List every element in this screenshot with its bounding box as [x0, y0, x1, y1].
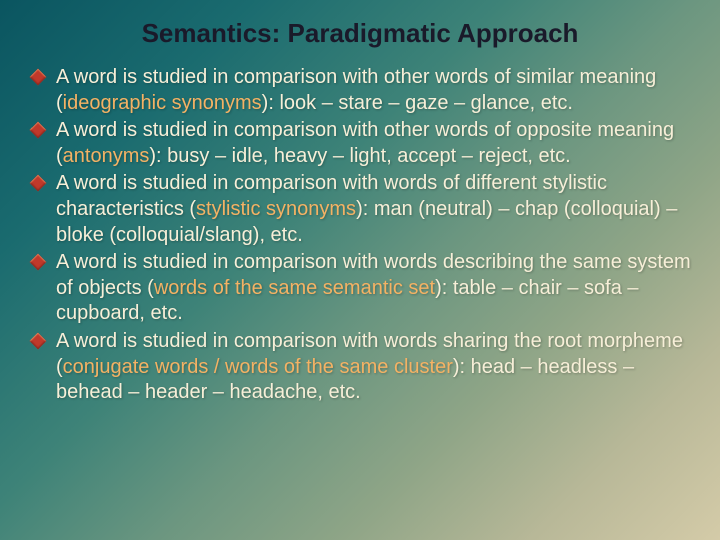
list-item: A word is studied in comparison with wor…	[28, 250, 692, 327]
bullet-text-post: ): busy – idle, heavy – light, accept – …	[149, 145, 570, 167]
list-item: A word is studied in comparison with oth…	[28, 65, 692, 116]
bullet-highlight: antonyms	[63, 145, 150, 167]
bullet-highlight: ideographic synonyms	[63, 92, 262, 114]
diamond-bullet-icon	[30, 254, 47, 271]
diamond-bullet-icon	[30, 175, 47, 192]
diamond-bullet-icon	[30, 332, 47, 349]
list-item: A word is studied in comparison with wor…	[28, 329, 692, 406]
bullet-list: A word is studied in comparison with oth…	[28, 65, 692, 406]
bullet-highlight: stylistic synonyms	[196, 198, 356, 220]
diamond-bullet-icon	[30, 122, 47, 139]
bullet-highlight: words of the same semantic set	[154, 277, 435, 299]
list-item: A word is studied in comparison with wor…	[28, 171, 692, 248]
bullet-text-post: ): look – stare – gaze – glance, etc.	[262, 92, 573, 114]
list-item: A word is studied in comparison with oth…	[28, 118, 692, 169]
bullet-highlight: conjugate words / words of the same clus…	[63, 356, 453, 378]
diamond-bullet-icon	[30, 69, 47, 86]
slide-title: Semantics: Paradigmatic Approach	[28, 18, 692, 49]
